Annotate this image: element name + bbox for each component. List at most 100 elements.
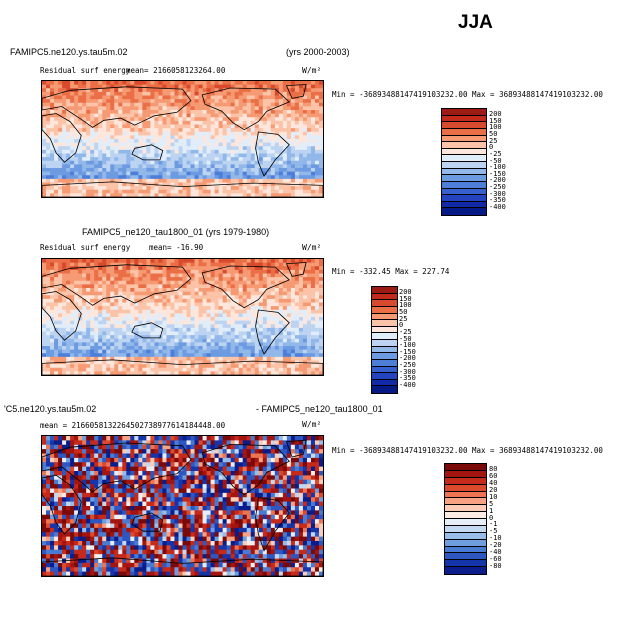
colorbar-swatch [445, 484, 486, 492]
panel2-minmax: Min = -332.45 Max = 227.74 [332, 267, 450, 276]
colorbar-tick-label: 50 [489, 130, 498, 138]
colorbar-swatch [372, 386, 397, 393]
panel1-units-label: W/m² [302, 66, 322, 75]
colorbar-swatch [445, 498, 486, 506]
colorbar-tick-label: -50 [489, 156, 502, 165]
colorbar-swatch [372, 366, 397, 374]
panel1-variable-label: Residual surf energy [40, 66, 131, 75]
panel3-map-field [42, 436, 323, 576]
panel1-map [41, 80, 324, 198]
colorbar-tick-label: 0 [399, 321, 404, 330]
colorbar-swatch [445, 505, 486, 513]
colorbar-swatch [445, 539, 486, 547]
colorbar-swatch [442, 162, 486, 169]
colorbar-tick-label: -150 [399, 347, 416, 356]
panel3-left-label: 'C5.ne120.ys.tau5m.02 [4, 404, 97, 414]
colorbar-swatch [445, 560, 486, 568]
colorbar-tick-label: 0 [489, 143, 494, 152]
colorbar-tick-label: -400 [399, 380, 416, 389]
panel3-colorbar-ticks: 80 60 40 20 10 5 1 0 -1 -5 -10 -20 -40 -60 -80 [489, 463, 529, 573]
colorbar-swatch [442, 128, 486, 136]
colorbar-swatch [372, 306, 397, 314]
colorbar-swatch [445, 525, 486, 533]
colorbar-swatch [442, 201, 486, 209]
colorbar-swatch [445, 464, 486, 471]
colorbar-tick-label: -250 [399, 361, 416, 369]
colorbar-tick-label: 100 [489, 123, 502, 132]
colorbar-tick-label: -20 [489, 541, 502, 549]
panel2-variable-label: Residual surf energy [40, 243, 131, 252]
panel3-right-label: - FAMIPC5_ne120_tau1800_01 [256, 404, 383, 414]
colorbar-tick-label: -250 [489, 183, 506, 191]
colorbar-swatch [372, 379, 397, 387]
colorbar-swatch [442, 135, 486, 143]
colorbar-tick-label: -200 [489, 176, 506, 185]
colorbar-swatch [442, 168, 486, 176]
panel1-minmax: Min = -36893488147419103232.00 Max = 368… [332, 90, 603, 99]
colorbar-swatch [372, 320, 397, 327]
colorbar-swatch [445, 519, 486, 526]
colorbar-tick-label: 10 [489, 492, 498, 501]
colorbar-swatch [372, 293, 397, 301]
colorbar-swatch [445, 567, 486, 574]
colorbar-tick-label: 25 [489, 136, 498, 145]
panel1-years-label: (yrs 2000-2003) [286, 47, 350, 57]
colorbar-tick-label: -10 [489, 534, 502, 543]
colorbar-tick-label: 150 [489, 116, 502, 125]
colorbar-swatch [372, 333, 397, 340]
colorbar-swatch [372, 326, 397, 334]
panel1-case-label: FAMIPC5.ne120.ys.tau5m.02 [10, 47, 128, 57]
colorbar-swatch [442, 175, 486, 182]
colorbar-tick-label: 20 [489, 486, 498, 494]
season-title: JJA [458, 12, 493, 33]
panel1-mean-label: mean= 2166058123264.00 [126, 66, 226, 75]
colorbar-tick-label: -300 [489, 189, 506, 198]
colorbar-tick-label: 0 [489, 513, 494, 522]
colorbar-tick-label: -300 [399, 367, 416, 376]
colorbar-tick-label: -50 [399, 334, 412, 343]
colorbar-swatch [445, 512, 486, 519]
panel2-case-label: FAMIPC5_ne120_tau1800_01 (yrs 1979-1980) [82, 227, 270, 237]
colorbar-tick-label: -25 [399, 327, 412, 336]
colorbar-swatch [442, 109, 486, 116]
colorbar-tick-label: -100 [489, 163, 506, 172]
colorbar-tick-label: 100 [399, 301, 412, 310]
colorbar-tick-label: -150 [489, 169, 506, 178]
colorbar-tick-label: -5 [489, 527, 498, 536]
panel1-map-field [42, 81, 323, 197]
colorbar-swatch [442, 188, 486, 196]
colorbar-swatch [372, 287, 397, 294]
panel3-mean-label: mean = 2166058132264502738977614184448.0… [40, 421, 226, 430]
colorbar-tick-label: 200 [399, 288, 412, 297]
colorbar-swatch [445, 491, 486, 499]
panel2-mean-label: mean= -16.90 [149, 243, 204, 252]
colorbar-tick-label: 80 [489, 465, 498, 474]
colorbar-tick-label: -200 [399, 354, 416, 363]
colorbar-swatch [372, 346, 397, 354]
colorbar-tick-label: -400 [489, 202, 506, 211]
colorbar-tick-label: -80 [489, 561, 502, 570]
colorbar-tick-label: -60 [489, 554, 502, 563]
colorbar-swatch [445, 546, 486, 554]
colorbar-swatch [372, 373, 397, 380]
panel2-colorbar [371, 286, 398, 394]
colorbar-tick-label: -40 [489, 547, 502, 556]
panel2-units-label: W/m² [302, 243, 322, 252]
panel3-minmax: Min = -36893488147419103232.00 Max = 368… [332, 446, 603, 455]
colorbar-tick-label: 25 [399, 314, 408, 323]
colorbar-swatch [442, 115, 486, 123]
colorbar-swatch [445, 470, 486, 478]
colorbar-swatch [372, 340, 397, 347]
colorbar-swatch [442, 148, 486, 156]
colorbar-tick-label: -350 [399, 374, 416, 383]
colorbar-swatch [445, 532, 486, 540]
colorbar-tick-label: -25 [489, 149, 502, 158]
colorbar-swatch [372, 359, 397, 367]
colorbar-swatch [442, 195, 486, 202]
colorbar-tick-label: 200 [489, 110, 502, 119]
colorbar-tick-label: 1 [489, 506, 494, 515]
colorbar-swatch [442, 181, 486, 189]
panel3-map [41, 435, 324, 577]
panel3-colorbar [444, 463, 487, 575]
colorbar-tick-label: 60 [489, 472, 498, 481]
